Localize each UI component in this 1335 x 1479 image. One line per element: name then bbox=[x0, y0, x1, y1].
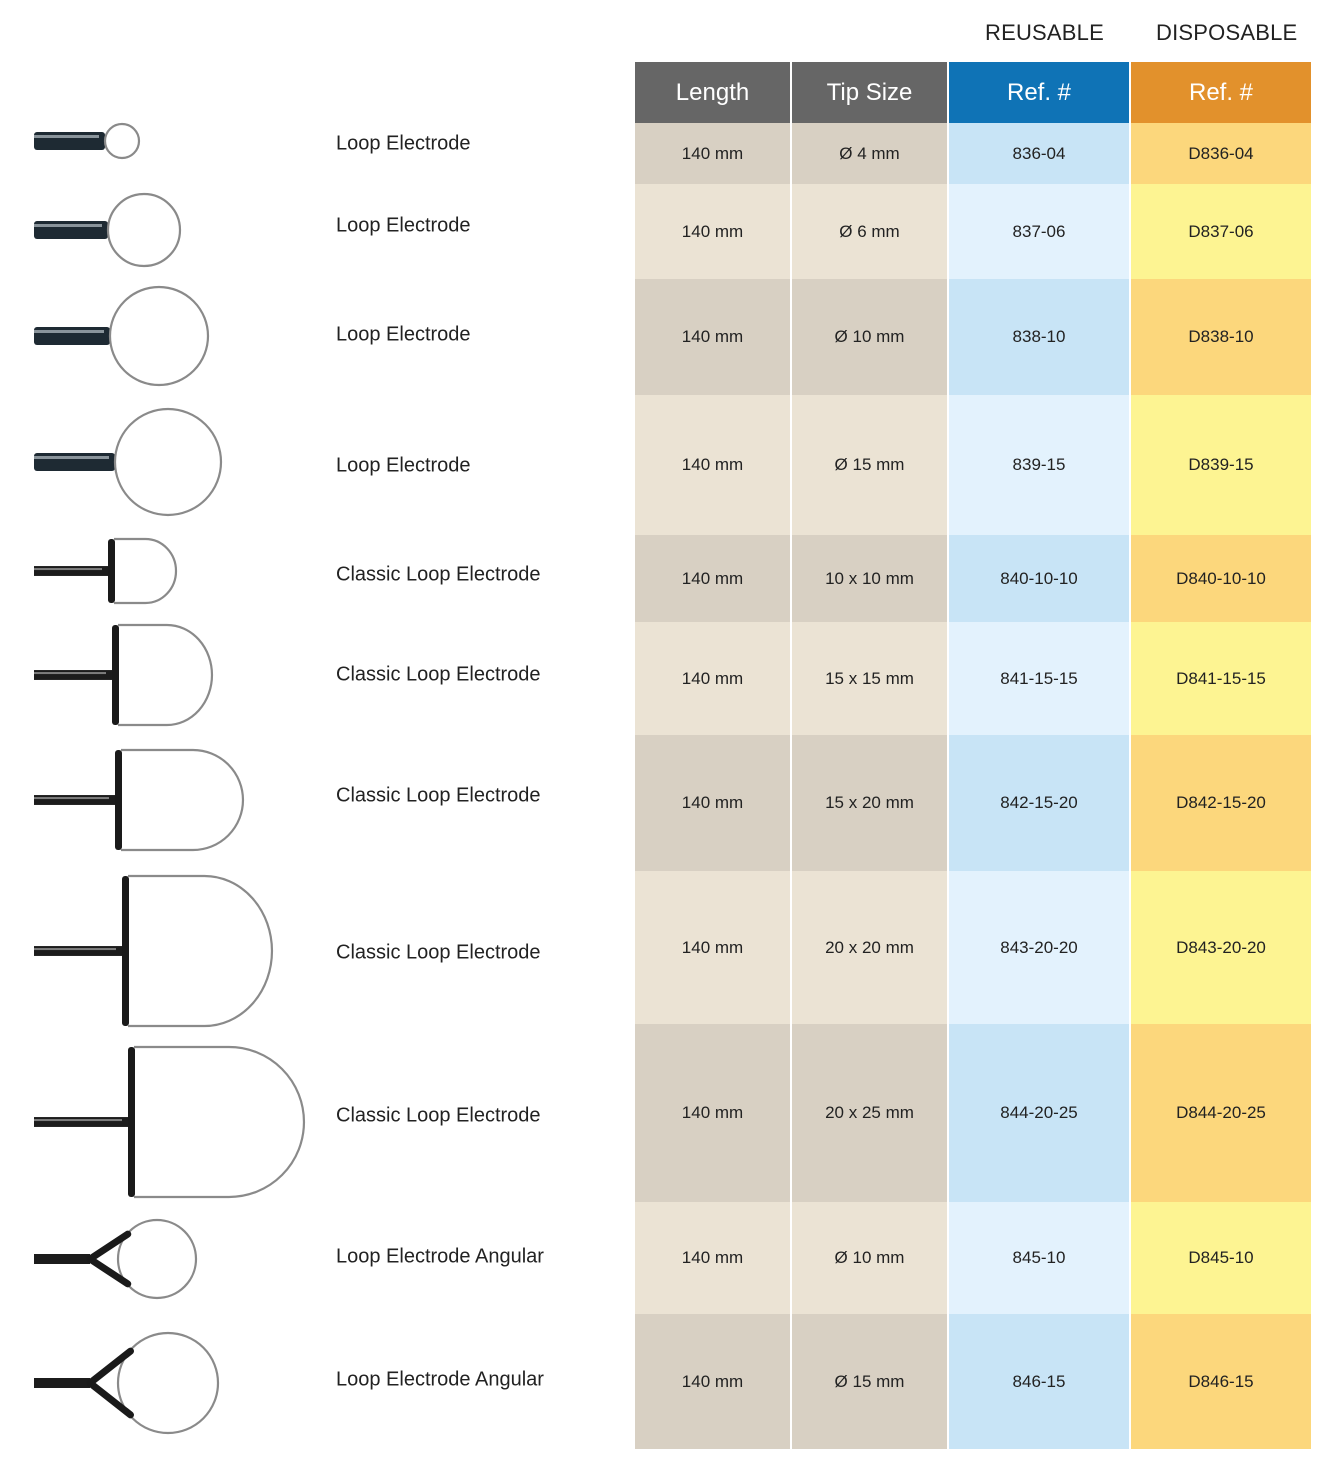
disposable-ref-cell: D838-10 bbox=[1131, 279, 1311, 395]
product-name: Loop Electrode bbox=[336, 323, 471, 346]
disposable-ref-cell: D846-15 bbox=[1131, 1314, 1311, 1449]
reusable-ref-cell: 846-15 bbox=[949, 1314, 1131, 1449]
loop-electrode-icon bbox=[30, 282, 228, 390]
disposable-ref-cell: D840-10-10 bbox=[1131, 535, 1311, 622]
classic-loop-electrode-icon bbox=[30, 871, 292, 1031]
reusable-ref-cell: 842-15-20 bbox=[949, 735, 1131, 871]
length-cell: 140 mm bbox=[635, 395, 792, 535]
loop-electrode-icon bbox=[30, 189, 200, 271]
product-name: Loop Electrode bbox=[336, 132, 471, 155]
header-length: Length bbox=[635, 62, 792, 123]
tip-size-cell: 10 x 10 mm bbox=[792, 535, 949, 622]
angular-loop-electrode-icon bbox=[30, 1214, 198, 1304]
length-cell: 140 mm bbox=[635, 1024, 792, 1202]
product-name: Loop Electrode bbox=[336, 214, 471, 237]
group-label-reusable: REUSABLE bbox=[985, 20, 1104, 45]
table-row: Classic Loop Electrode 140 mm 20 x 20 mm 84… bbox=[0, 871, 1335, 1028]
tip-size-cell: Ø 10 mm bbox=[792, 279, 949, 395]
disposable-ref-cell: D836-04 bbox=[1131, 123, 1311, 184]
tip-size-cell: 20 x 25 mm bbox=[792, 1024, 949, 1202]
table-row: Loop Electrode 140 mm Ø 4 mm 836-04 D836-04 bbox=[0, 122, 1335, 184]
loop-electrode-icon bbox=[30, 404, 241, 520]
tip-size-cell: 20 x 20 mm bbox=[792, 871, 949, 1024]
reusable-ref-cell: 838-10 bbox=[949, 279, 1131, 395]
product-name: Loop Electrode Angular bbox=[336, 1245, 544, 1268]
disposable-ref-cell: D839-15 bbox=[1131, 395, 1311, 535]
disposable-ref-cell: D843-20-20 bbox=[1131, 871, 1311, 1024]
length-cell: 140 mm bbox=[635, 1314, 792, 1449]
classic-loop-electrode-icon bbox=[30, 1042, 324, 1202]
disposable-ref-cell: D845-10 bbox=[1131, 1202, 1311, 1314]
loop-electrode-icon bbox=[30, 119, 159, 163]
reusable-ref-cell: 844-20-25 bbox=[949, 1024, 1131, 1202]
table-row: Loop Electrode 140 mm Ø 10 mm 838-10 D838-10 bbox=[0, 279, 1335, 395]
length-cell: 140 mm bbox=[635, 871, 792, 1024]
tip-size-cell: Ø 15 mm bbox=[792, 395, 949, 535]
reusable-ref-cell: 841-15-15 bbox=[949, 622, 1131, 735]
length-cell: 140 mm bbox=[635, 184, 792, 279]
classic-loop-electrode-icon bbox=[30, 745, 263, 855]
tip-size-cell: 15 x 15 mm bbox=[792, 622, 949, 735]
length-cell: 140 mm bbox=[635, 622, 792, 735]
table-row: Classic Loop Electrode 140 mm 15 x 15 mm 84… bbox=[0, 622, 1335, 735]
angular-loop-electrode-icon bbox=[30, 1322, 220, 1444]
disposable-ref-cell: D837-06 bbox=[1131, 184, 1311, 279]
disposable-ref-cell: D841-15-15 bbox=[1131, 622, 1311, 735]
disposable-ref-cell: D844-20-25 bbox=[1131, 1024, 1311, 1202]
product-name: Classic Loop Electrode bbox=[336, 784, 541, 807]
reusable-ref-cell: 839-15 bbox=[949, 395, 1131, 535]
reusable-ref-cell: 843-20-20 bbox=[949, 871, 1131, 1024]
product-name: Classic Loop Electrode bbox=[336, 1104, 541, 1127]
length-cell: 140 mm bbox=[635, 279, 792, 395]
header-tip-size: Tip Size bbox=[792, 62, 949, 123]
product-name: Classic Loop Electrode bbox=[336, 663, 541, 686]
classic-loop-electrode-icon bbox=[30, 620, 232, 730]
header-reusable-ref: Ref. # bbox=[949, 62, 1131, 123]
tip-size-cell: 15 x 20 mm bbox=[792, 735, 949, 871]
product-name: Classic Loop Electrode bbox=[336, 941, 541, 964]
table-row: Loop Electrode 140 mm Ø 15 mm 839-15 D839-15 bbox=[0, 395, 1335, 535]
length-cell: 140 mm bbox=[635, 123, 792, 184]
tip-size-cell: Ø 4 mm bbox=[792, 123, 949, 184]
table-row: Loop Electrode Angular 140 mm Ø 15 mm 846-1… bbox=[0, 1314, 1335, 1449]
product-name: Classic Loop Electrode bbox=[336, 563, 541, 586]
table-row: Loop Electrode 140 mm Ø 6 mm 837-06 D837-06 bbox=[0, 184, 1335, 279]
table-row: Classic Loop Electrode 140 mm 20 x 25 mm 84… bbox=[0, 1024, 1335, 1202]
length-cell: 140 mm bbox=[635, 735, 792, 871]
table-row: Classic Loop Electrode 140 mm 10 x 10 mm 84… bbox=[0, 535, 1335, 622]
product-name: Loop Electrode Angular bbox=[336, 1368, 544, 1391]
table-row: Classic Loop Electrode 140 mm 15 x 20 mm 84… bbox=[0, 735, 1335, 871]
reusable-ref-cell: 837-06 bbox=[949, 184, 1131, 279]
group-label-disposable: DISPOSABLE bbox=[1156, 20, 1298, 45]
reusable-ref-cell: 845-10 bbox=[949, 1202, 1131, 1314]
length-cell: 140 mm bbox=[635, 535, 792, 622]
reusable-ref-cell: 836-04 bbox=[949, 123, 1131, 184]
tip-size-cell: Ø 15 mm bbox=[792, 1314, 949, 1449]
tip-size-cell: Ø 6 mm bbox=[792, 184, 949, 279]
reusable-ref-cell: 840-10-10 bbox=[949, 535, 1131, 622]
length-cell: 140 mm bbox=[635, 1202, 792, 1314]
classic-loop-electrode-icon bbox=[30, 534, 196, 608]
header-disposable-ref: Ref. # bbox=[1131, 62, 1311, 123]
product-name: Loop Electrode bbox=[336, 454, 471, 477]
disposable-ref-cell: D842-15-20 bbox=[1131, 735, 1311, 871]
tip-size-cell: Ø 10 mm bbox=[792, 1202, 949, 1314]
table-row: Loop Electrode Angular 140 mm Ø 10 mm 845-1… bbox=[0, 1202, 1335, 1314]
